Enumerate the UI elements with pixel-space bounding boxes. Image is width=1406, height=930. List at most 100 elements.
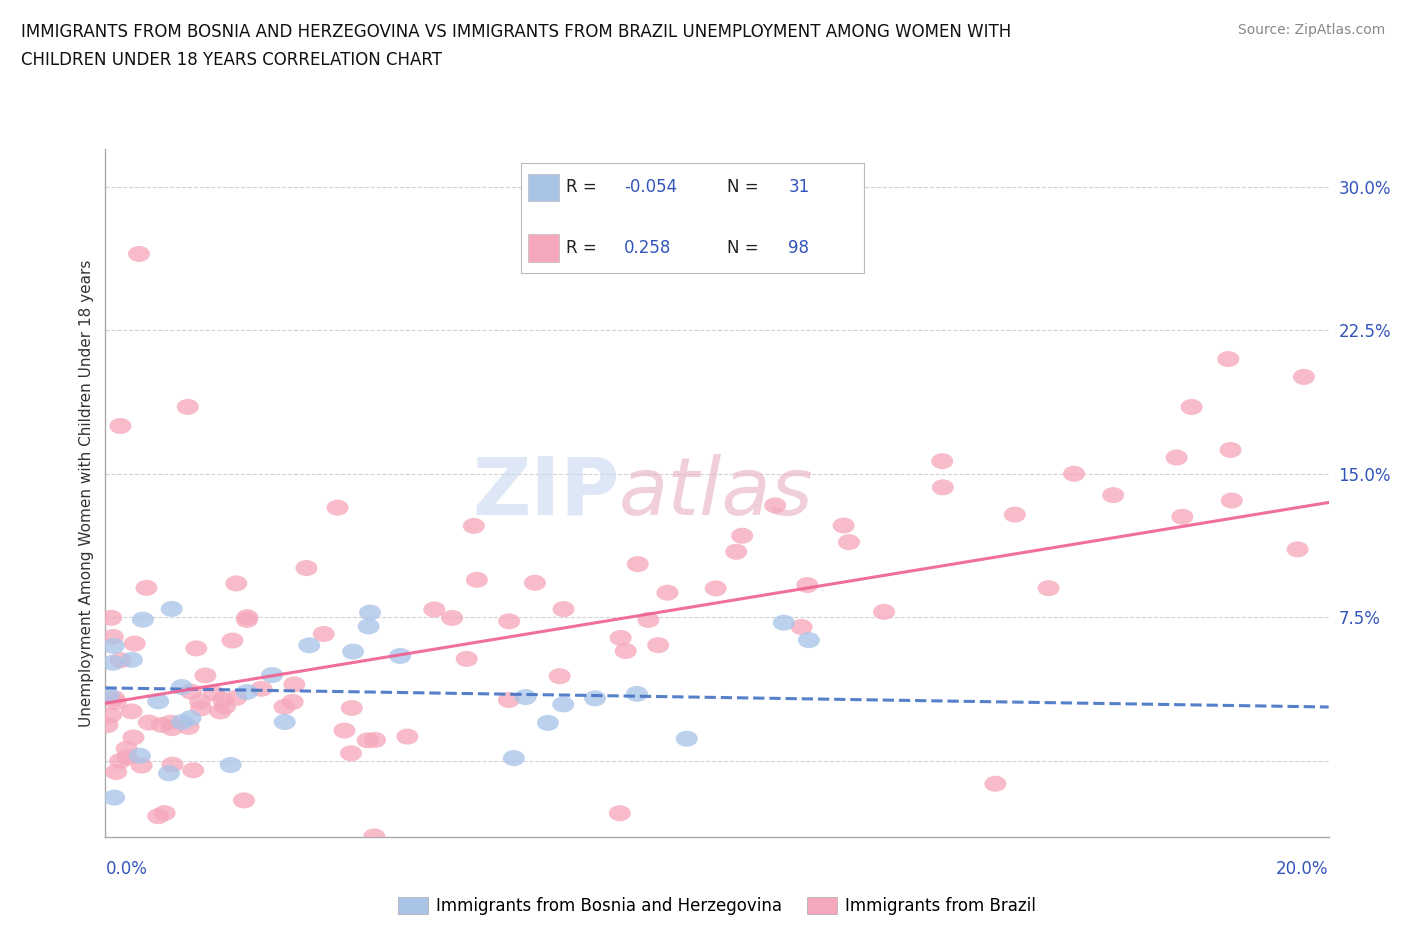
Ellipse shape bbox=[931, 453, 953, 469]
Ellipse shape bbox=[233, 792, 254, 808]
Ellipse shape bbox=[132, 612, 153, 628]
Ellipse shape bbox=[503, 751, 524, 766]
Ellipse shape bbox=[396, 728, 419, 745]
Ellipse shape bbox=[202, 685, 225, 701]
Ellipse shape bbox=[627, 556, 648, 572]
Ellipse shape bbox=[190, 700, 212, 716]
Ellipse shape bbox=[236, 609, 259, 625]
Ellipse shape bbox=[225, 576, 247, 591]
Ellipse shape bbox=[100, 610, 122, 626]
Ellipse shape bbox=[832, 517, 855, 534]
Ellipse shape bbox=[498, 692, 520, 708]
Ellipse shape bbox=[1218, 352, 1239, 367]
Text: IMMIGRANTS FROM BOSNIA AND HERZEGOVINA VS IMMIGRANTS FROM BRAZIL UNEMPLOYMENT AM: IMMIGRANTS FROM BOSNIA AND HERZEGOVINA V… bbox=[21, 23, 1011, 41]
Ellipse shape bbox=[212, 692, 235, 708]
Ellipse shape bbox=[160, 714, 181, 731]
Ellipse shape bbox=[110, 753, 131, 769]
Ellipse shape bbox=[357, 618, 380, 634]
Ellipse shape bbox=[838, 534, 860, 551]
Ellipse shape bbox=[219, 757, 242, 773]
Ellipse shape bbox=[183, 763, 204, 778]
Ellipse shape bbox=[676, 731, 697, 747]
Ellipse shape bbox=[342, 644, 364, 659]
Ellipse shape bbox=[129, 748, 150, 764]
Ellipse shape bbox=[1181, 399, 1202, 415]
Ellipse shape bbox=[180, 684, 202, 699]
Ellipse shape bbox=[97, 717, 118, 733]
Ellipse shape bbox=[704, 580, 727, 596]
Ellipse shape bbox=[1166, 449, 1188, 466]
Ellipse shape bbox=[283, 676, 305, 693]
Ellipse shape bbox=[104, 694, 127, 711]
Ellipse shape bbox=[115, 740, 138, 757]
Ellipse shape bbox=[1038, 580, 1060, 596]
Legend: Immigrants from Bosnia and Herzegovina, Immigrants from Brazil: Immigrants from Bosnia and Herzegovina, … bbox=[391, 890, 1043, 922]
Ellipse shape bbox=[340, 745, 361, 762]
Ellipse shape bbox=[97, 687, 120, 703]
Ellipse shape bbox=[657, 585, 679, 601]
Ellipse shape bbox=[221, 632, 243, 648]
Ellipse shape bbox=[765, 498, 786, 513]
Ellipse shape bbox=[553, 697, 574, 712]
Ellipse shape bbox=[157, 765, 180, 781]
Ellipse shape bbox=[553, 601, 575, 618]
Ellipse shape bbox=[128, 246, 150, 262]
Ellipse shape bbox=[389, 648, 411, 664]
Ellipse shape bbox=[190, 694, 211, 710]
Ellipse shape bbox=[103, 790, 125, 805]
Text: ZIP: ZIP bbox=[472, 454, 619, 532]
Ellipse shape bbox=[1219, 442, 1241, 458]
Text: 0.0%: 0.0% bbox=[105, 860, 148, 878]
Ellipse shape bbox=[498, 613, 520, 630]
Ellipse shape bbox=[637, 612, 659, 628]
Ellipse shape bbox=[153, 805, 176, 821]
Ellipse shape bbox=[1004, 507, 1026, 523]
Ellipse shape bbox=[121, 703, 142, 720]
Ellipse shape bbox=[441, 610, 463, 626]
Ellipse shape bbox=[172, 714, 193, 730]
Ellipse shape bbox=[170, 679, 193, 695]
Ellipse shape bbox=[357, 732, 378, 749]
Ellipse shape bbox=[194, 668, 217, 684]
Ellipse shape bbox=[298, 637, 321, 653]
Ellipse shape bbox=[548, 669, 571, 684]
Text: CHILDREN UNDER 18 YEARS CORRELATION CHART: CHILDREN UNDER 18 YEARS CORRELATION CHAR… bbox=[21, 51, 441, 69]
Ellipse shape bbox=[873, 604, 896, 620]
Ellipse shape bbox=[262, 667, 283, 683]
Ellipse shape bbox=[790, 619, 813, 635]
Ellipse shape bbox=[103, 690, 125, 706]
Ellipse shape bbox=[274, 714, 295, 730]
Ellipse shape bbox=[162, 757, 183, 773]
Ellipse shape bbox=[124, 636, 146, 652]
Ellipse shape bbox=[626, 686, 648, 702]
Ellipse shape bbox=[110, 418, 131, 434]
Ellipse shape bbox=[773, 615, 794, 631]
Ellipse shape bbox=[295, 560, 318, 576]
Ellipse shape bbox=[177, 719, 200, 735]
Ellipse shape bbox=[731, 527, 754, 544]
Ellipse shape bbox=[725, 544, 747, 560]
Ellipse shape bbox=[180, 711, 201, 726]
Ellipse shape bbox=[465, 572, 488, 588]
Ellipse shape bbox=[186, 641, 207, 657]
Ellipse shape bbox=[131, 758, 153, 774]
Ellipse shape bbox=[160, 601, 183, 617]
Ellipse shape bbox=[281, 694, 304, 710]
Ellipse shape bbox=[122, 729, 145, 746]
Ellipse shape bbox=[515, 689, 537, 705]
Y-axis label: Unemployment Among Women with Children Under 18 years: Unemployment Among Women with Children U… bbox=[79, 259, 94, 726]
Ellipse shape bbox=[103, 638, 125, 654]
Ellipse shape bbox=[225, 690, 247, 706]
Ellipse shape bbox=[214, 698, 236, 714]
Ellipse shape bbox=[177, 399, 198, 415]
Ellipse shape bbox=[1102, 487, 1125, 503]
Ellipse shape bbox=[105, 764, 127, 780]
Ellipse shape bbox=[456, 651, 478, 667]
Ellipse shape bbox=[1286, 541, 1309, 557]
Ellipse shape bbox=[209, 703, 231, 720]
Ellipse shape bbox=[1063, 466, 1085, 482]
Ellipse shape bbox=[150, 717, 173, 733]
Ellipse shape bbox=[100, 708, 122, 724]
Text: atlas: atlas bbox=[619, 454, 814, 532]
Ellipse shape bbox=[796, 577, 818, 593]
